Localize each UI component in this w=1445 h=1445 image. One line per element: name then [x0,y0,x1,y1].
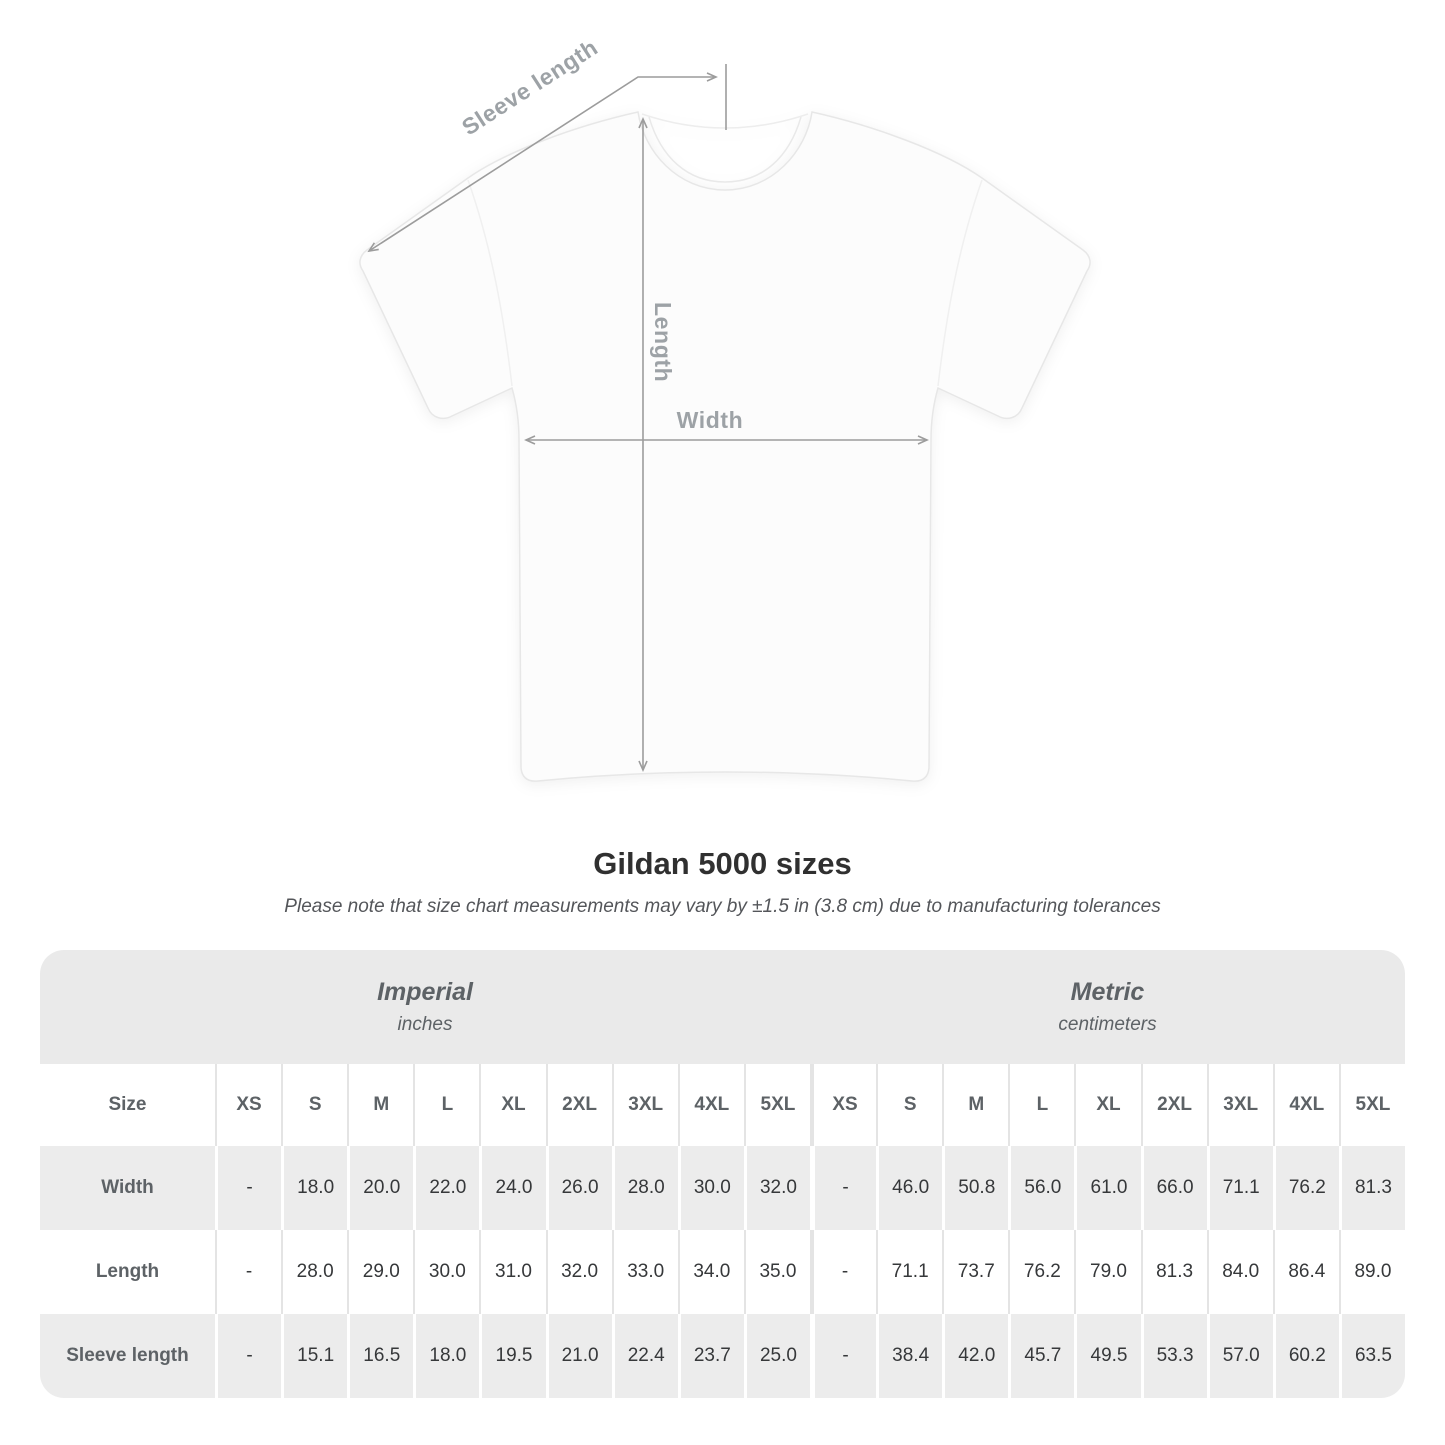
length-metric-2xl: 81.3 [1140,1230,1207,1314]
length-imperial-5xl: 35.0 [743,1230,810,1314]
length-imperial-4xl: 34.0 [677,1230,744,1314]
sleeve-imperial-xs: - [215,1314,281,1398]
sleeve-metric-m: 42.0 [942,1314,1008,1398]
length-imperial-xs: - [215,1230,281,1314]
sleeve-length-arrow [367,72,718,253]
size-header-metric-2xl: 2XL [1140,1064,1207,1146]
row-label-width: Width [101,1177,154,1198]
table-row-length: Length - 28.0 29.0 30.0 31.0 32.0 33.0 3… [40,1230,1405,1314]
sleeve-metric-3xl: 57.0 [1206,1314,1273,1398]
size-header-imperial-4xl: 4XL [677,1064,744,1146]
metric-group-title: Metric [1070,978,1145,1006]
size-header-imperial-2xl: 2XL [545,1064,612,1146]
width-imperial-3xl: 28.0 [611,1146,678,1230]
width-imperial-l: 22.0 [413,1146,479,1230]
sleeve-metric-s: 38.4 [876,1314,942,1398]
length-metric-m: 73.7 [942,1230,1008,1314]
sleeve-imperial-m: 16.5 [347,1314,413,1398]
width-imperial-2xl: 26.0 [545,1146,612,1230]
size-header-metric-m: M [942,1064,1008,1146]
size-header-imperial-l: L [413,1064,479,1146]
sleeve-imperial-5xl: 25.0 [743,1314,810,1398]
length-label: Length [650,302,676,383]
size-header-metric-xl: XL [1074,1064,1140,1146]
size-header-imperial-3xl: 3XL [611,1064,678,1146]
size-header-metric-xs: XS [810,1064,876,1146]
sleeve-imperial-2xl: 21.0 [545,1314,612,1398]
length-imperial-s: 28.0 [281,1230,347,1314]
sleeve-imperial-3xl: 22.4 [611,1314,678,1398]
metric-group: Metric centimeters [810,950,1405,1064]
table-row-width: Width - 18.0 20.0 22.0 24.0 26.0 28.0 30… [40,1146,1405,1230]
sleeve-metric-2xl: 53.3 [1140,1314,1207,1398]
imperial-group-title: Imperial [377,978,473,1006]
sleeve-metric-xs: - [810,1314,876,1398]
sleeve-imperial-xl: 19.5 [479,1314,545,1398]
size-header-imperial-s: S [281,1064,347,1146]
width-imperial-s: 18.0 [281,1146,347,1230]
sleeve-imperial-l: 18.0 [413,1314,479,1398]
width-metric-3xl: 71.1 [1206,1146,1273,1230]
width-metric-xl: 61.0 [1074,1146,1140,1230]
width-imperial-xs: - [215,1146,281,1230]
length-metric-3xl: 84.0 [1206,1230,1273,1314]
width-metric-m: 50.8 [942,1146,1008,1230]
size-header-metric-4xl: 4XL [1272,1064,1339,1146]
size-header-metric-3xl: 3XL [1206,1064,1273,1146]
size-header-row: Size XS S M L XL 2XL 3XL 4XL 5XL XS S M … [40,1064,1405,1146]
measurement-arrows [367,64,929,772]
sleeve-imperial-s: 15.1 [281,1314,347,1398]
imperial-group-unit: inches [397,1014,453,1035]
size-header-metric-l: L [1008,1064,1074,1146]
width-metric-xs: - [810,1146,876,1230]
size-table: Imperial inches Metric centimeters Size … [40,950,1405,1398]
sleeve-metric-xl: 49.5 [1074,1314,1140,1398]
size-header-imperial-xl: XL [479,1064,545,1146]
size-header-imperial-xs: XS [215,1064,281,1146]
length-metric-s: 71.1 [876,1230,942,1314]
width-label: Width [676,407,744,433]
tolerance-note: Please note that size chart measurements… [284,896,1161,917]
length-metric-5xl: 89.0 [1338,1230,1405,1314]
length-metric-xs: - [810,1230,876,1314]
size-header-metric-5xl: 5XL [1338,1064,1405,1146]
size-header-imperial-m: M [347,1064,413,1146]
tshirt-image [359,64,1091,782]
metric-group-unit: centimeters [1058,1014,1157,1035]
width-metric-s: 46.0 [876,1146,942,1230]
length-imperial-2xl: 32.0 [545,1230,612,1314]
sleeve-imperial-4xl: 23.7 [677,1314,744,1398]
size-header-imperial-5xl: 5XL [743,1064,810,1146]
width-imperial-5xl: 32.0 [743,1146,810,1230]
size-header-metric-s: S [876,1064,942,1146]
length-imperial-l: 30.0 [413,1230,479,1314]
width-metric-5xl: 81.3 [1338,1146,1405,1230]
width-metric-2xl: 66.0 [1140,1146,1207,1230]
row-label-sleeve-length: Sleeve length [66,1345,189,1366]
tshirt-silhouette [359,111,1091,782]
unit-group-band: Imperial inches Metric centimeters [40,950,1405,1064]
width-metric-4xl: 76.2 [1272,1146,1339,1230]
row-label-length: Length [95,1261,160,1282]
length-imperial-3xl: 33.0 [611,1230,678,1314]
length-imperial-xl: 31.0 [479,1230,545,1314]
table-row-sleeve-length: Sleeve length - 15.1 16.5 18.0 19.5 21.0… [40,1314,1405,1398]
imperial-group: Imperial inches [40,950,810,1064]
page-title: Gildan 5000 sizes [593,846,852,881]
width-metric-l: 56.0 [1008,1146,1074,1230]
size-column-header: Size [108,1094,147,1115]
width-imperial-4xl: 30.0 [677,1146,744,1230]
length-metric-l: 76.2 [1008,1230,1074,1314]
width-imperial-xl: 24.0 [479,1146,545,1230]
sleeve-metric-4xl: 60.2 [1272,1314,1339,1398]
length-imperial-m: 29.0 [347,1230,413,1314]
length-metric-4xl: 86.4 [1272,1230,1339,1314]
sleeve-metric-5xl: 63.5 [1338,1314,1405,1398]
length-metric-xl: 79.0 [1074,1230,1140,1314]
sleeve-metric-l: 45.7 [1008,1314,1074,1398]
width-imperial-m: 20.0 [347,1146,413,1230]
